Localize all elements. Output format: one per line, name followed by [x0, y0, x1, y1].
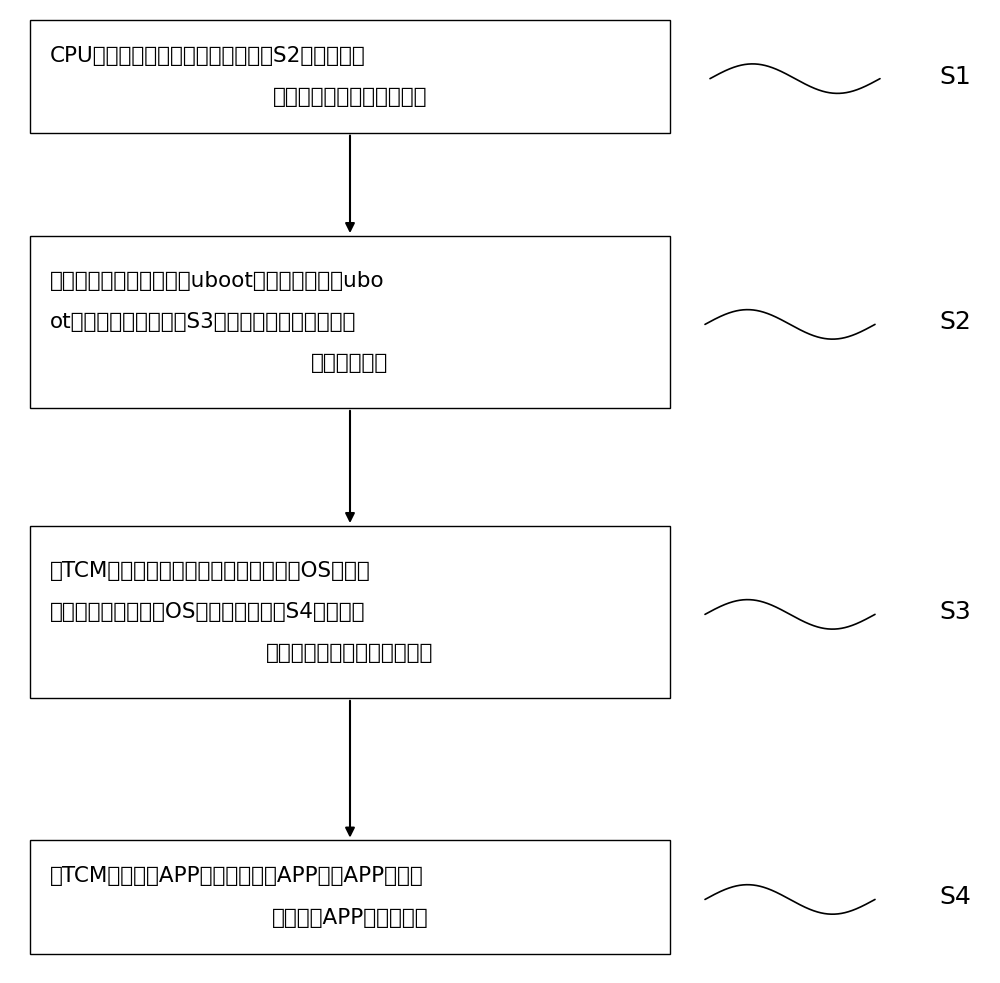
Text: CPU验签基础固件，验签成功后执行S2，否则阻止: CPU验签基础固件，验签成功后执行S2，否则阻止 — [50, 45, 366, 66]
Text: 由TCM模块验签APP，验签成功的APP执行APP，否则: 由TCM模块验签APP，验签成功的APP执行APP，否则 — [50, 866, 424, 887]
Text: S2: S2 — [939, 311, 971, 334]
Text: S1: S1 — [939, 65, 971, 88]
Text: 由TCM模块至少验签一个嵌入式可信增强OS，任何: 由TCM模块至少验签一个嵌入式可信增强OS，任何 — [50, 560, 371, 581]
Text: 一个嵌入式可信增强OS验签成功，执行S4，否则阻: 一个嵌入式可信增强OS验签成功，执行S4，否则阻 — [50, 602, 366, 622]
Text: S3: S3 — [939, 601, 971, 624]
Bar — [30, 20, 670, 133]
Text: 动并报警上送: 动并报警上送 — [311, 353, 389, 374]
Text: ot程序验签成功，执行S3，否则阻止可信控制器启: ot程序验签成功，执行S3，否则阻止可信控制器启 — [50, 312, 356, 332]
Text: 由基础固件至少验签一个uboot程序，任何一个ubo: 由基础固件至少验签一个uboot程序，任何一个ubo — [50, 270, 385, 291]
Bar — [30, 840, 670, 954]
Text: 可信控制器启动并报警上送: 可信控制器启动并报警上送 — [273, 87, 427, 107]
Bar — [30, 236, 670, 408]
Text: 止可信控制器启动并报警上送: 止可信控制器启动并报警上送 — [266, 643, 434, 664]
Bar — [30, 526, 670, 698]
Text: 停止启动APP并报警上送: 停止启动APP并报警上送 — [272, 907, 428, 928]
Text: S4: S4 — [939, 886, 971, 909]
